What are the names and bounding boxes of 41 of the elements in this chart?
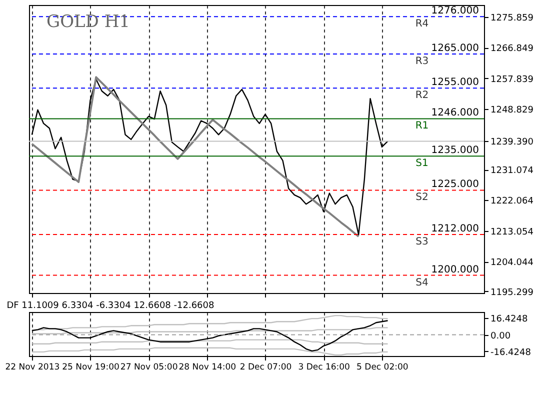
y-tick-label: 1204.044 [490,258,534,268]
annotation: 1235.000 [431,145,479,156]
annotation: 1246.000 [431,108,479,119]
y-tick-label: 0.00 [490,331,511,342]
line-series [31,347,388,356]
x-tick-label: 3 Dec 16:00 [298,362,350,372]
y-tick-label: 1231.074 [490,166,534,176]
ref-line-label: R4 [415,18,429,30]
ref-line-label: S3 [416,236,428,248]
line-series [31,327,388,334]
y-tick-label: 16.4248 [490,314,528,325]
ref-line-label: S2 [416,192,428,204]
annotation: 1200.000 [431,264,479,276]
annotation: 1255.000 [431,77,479,88]
x-tick-label: 22 Nov 2013 [5,362,60,372]
y-tick-label: 1266.849 [490,44,534,54]
y-tick-label: 1222.064 [490,196,534,207]
y-tick-label: 1275.859 [490,14,534,24]
y-tick-label: 1248.829 [490,106,534,116]
ref-line-label: R1 [415,120,429,132]
y-tick-label: 1239.390 [490,138,534,148]
y-tick-label: 1195.299 [490,288,534,298]
ref-line-label: S4 [416,277,428,288]
y-tick-label: 1257.839 [490,74,534,85]
x-tick-label: 25 Nov 19:00 [62,362,120,372]
ref-line-label: R3 [415,56,429,68]
annotation: 1276.000 [431,6,479,17]
ref-line-label: R2 [415,90,429,102]
ref-line-label: S1 [416,158,428,170]
annotation: 1212.000 [431,223,479,234]
x-tick-label: 27 Nov 05:00 [120,362,178,372]
y-tick-label: -16.4248 [490,348,532,358]
x-tick-label: 2 Dec 07:00 [240,362,292,372]
line-series [31,314,388,330]
x-tick-label: 5 Dec 02:00 [356,362,408,372]
y-tick-label: 1213.054 [490,227,534,238]
chart-title: GOLD H1 [46,12,130,32]
annotation: 1265.000 [431,43,479,54]
annotation: 1225.000 [431,179,479,190]
chart-title: DF 11.1009 6.3304 -6.3304 12.6608 -12.6608 [6,301,215,311]
x-tick-label: 28 Nov 14:00 [178,362,236,372]
